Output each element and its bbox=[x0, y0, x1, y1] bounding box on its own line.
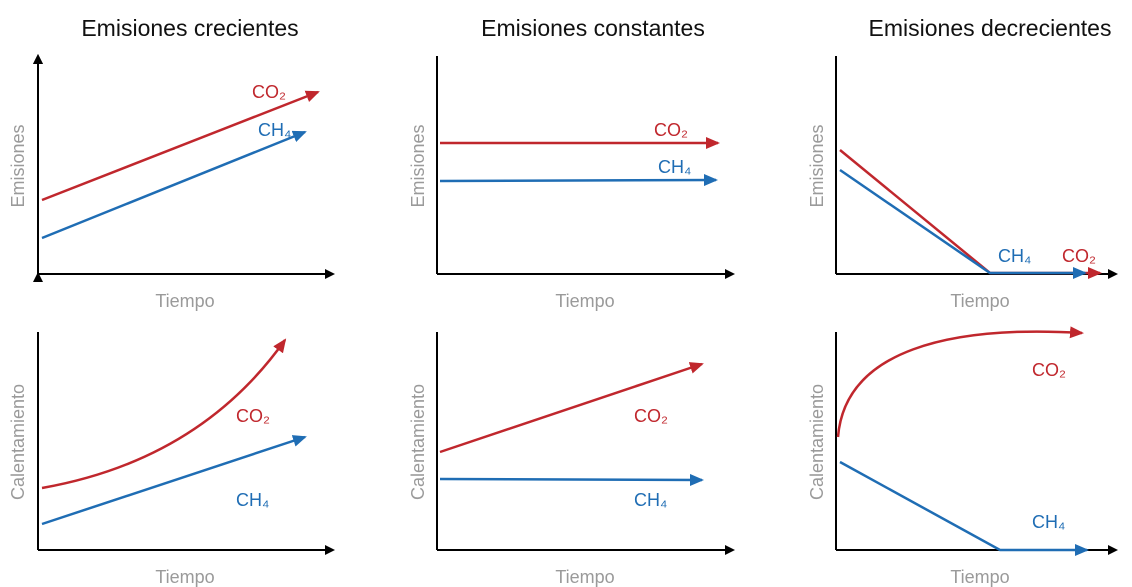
column-title: Emisiones constantes bbox=[481, 15, 705, 41]
co2-label: CO₂ bbox=[1062, 246, 1096, 266]
y-axis-label: Emisiones bbox=[807, 124, 827, 207]
co2-label: CO₂ bbox=[252, 82, 286, 102]
co2-label: CO₂ bbox=[654, 120, 688, 140]
y-axis-label: Emisiones bbox=[8, 124, 28, 207]
co2-label: CO₂ bbox=[1032, 360, 1066, 380]
x-axis-label: Tiempo bbox=[950, 291, 1009, 311]
ch4-label: CH₄ bbox=[258, 120, 291, 140]
x-axis-label: Tiempo bbox=[555, 567, 614, 587]
x-axis-label: Tiempo bbox=[155, 567, 214, 587]
ch4-label: CH₄ bbox=[658, 157, 691, 177]
y-axis-label: Calentamiento bbox=[807, 384, 827, 500]
ch4-label: CH₄ bbox=[998, 246, 1031, 266]
ch4-label: CH₄ bbox=[1032, 512, 1065, 532]
co2-label: CO₂ bbox=[236, 406, 270, 426]
ch4-label: CH₄ bbox=[634, 490, 667, 510]
co2-label: CO₂ bbox=[634, 406, 668, 426]
column-title: Emisiones crecientes bbox=[81, 15, 298, 41]
y-axis-label: Calentamiento bbox=[8, 384, 28, 500]
x-axis-label: Tiempo bbox=[950, 567, 1009, 587]
y-axis-label: Calentamiento bbox=[408, 384, 428, 500]
y-axis-label: Emisiones bbox=[408, 124, 428, 207]
column-title: Emisiones decrecientes bbox=[869, 15, 1112, 41]
x-axis-label: Tiempo bbox=[555, 291, 614, 311]
curves bbox=[41, 90, 1102, 556]
x-axis-label: Tiempo bbox=[155, 291, 214, 311]
ch4-label: CH₄ bbox=[236, 490, 269, 510]
